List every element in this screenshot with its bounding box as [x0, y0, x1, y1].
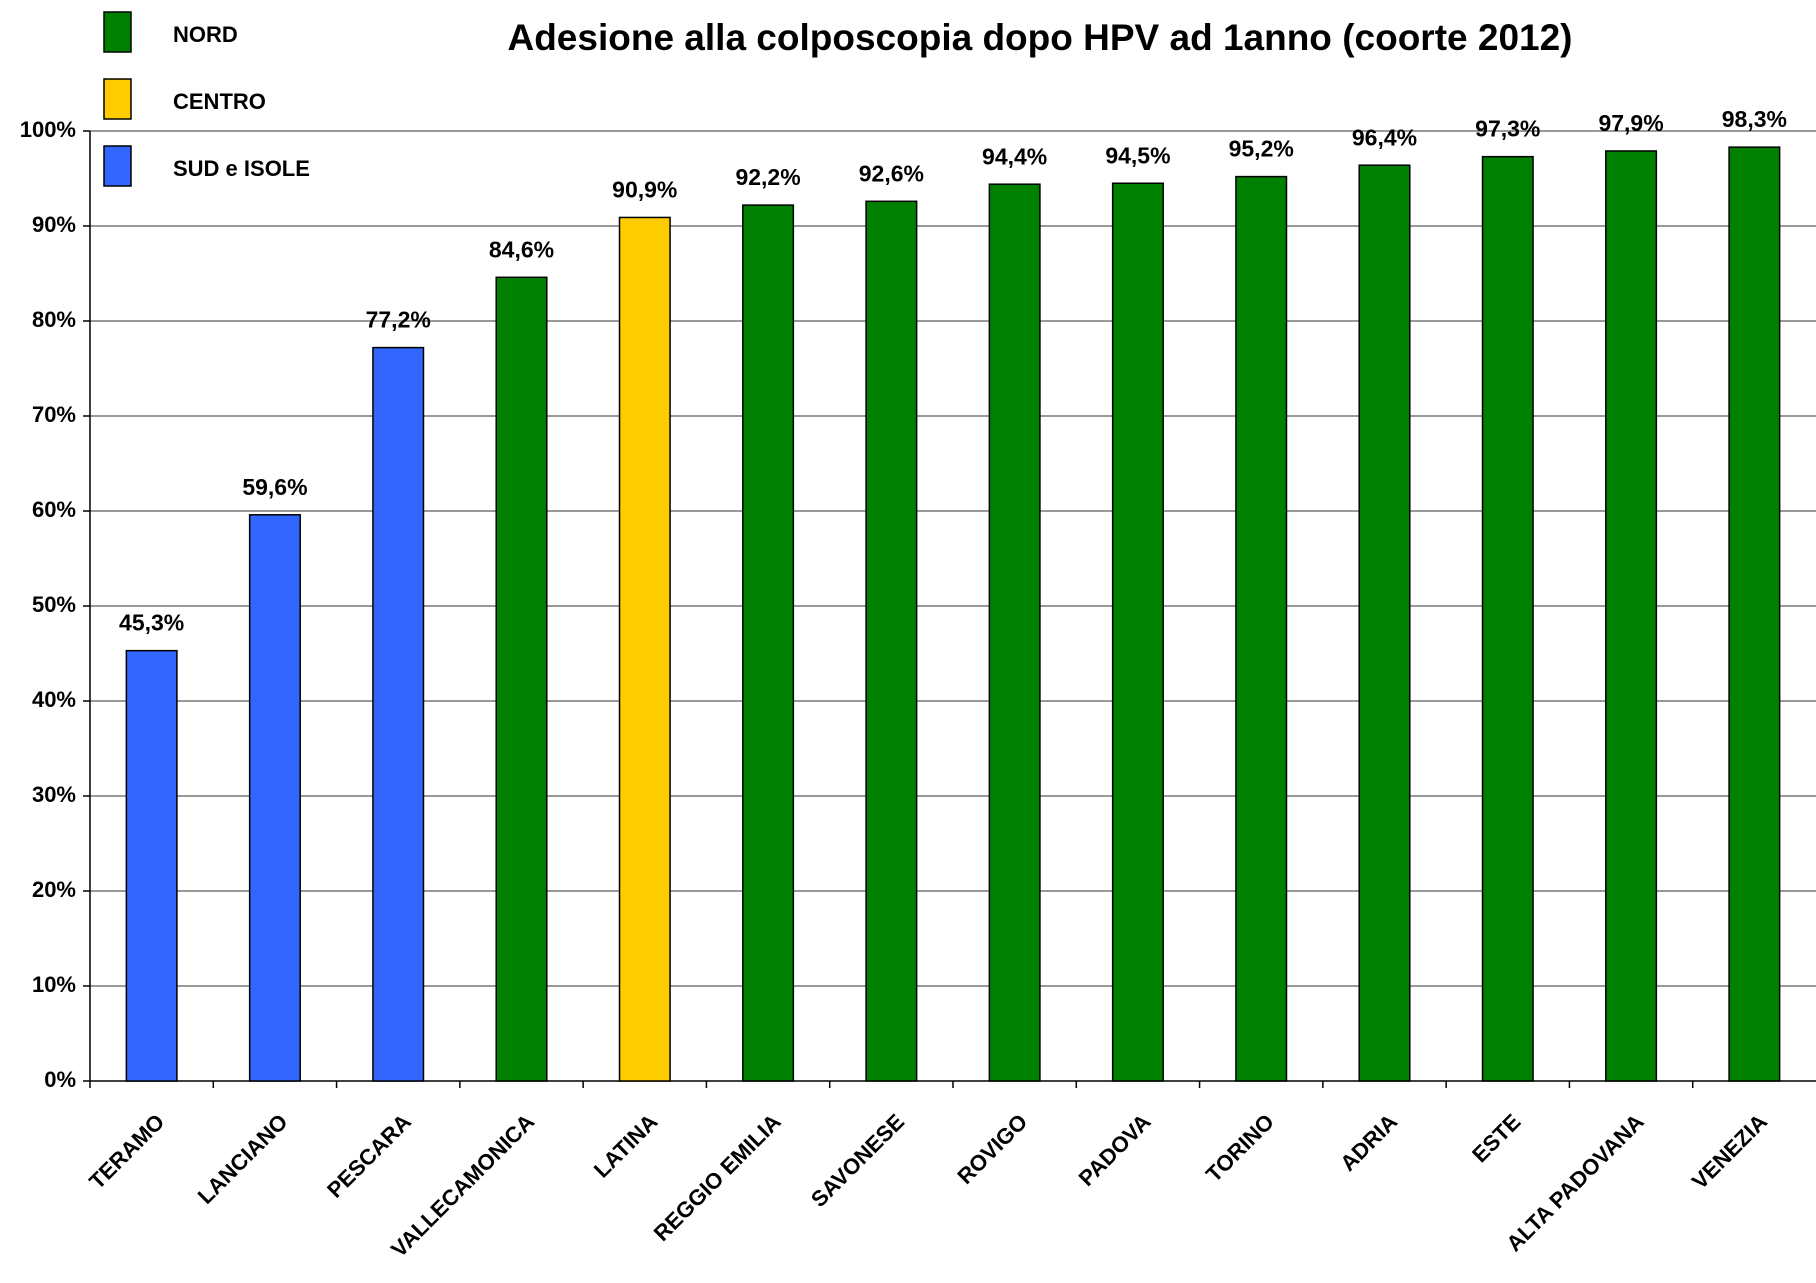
value-label: 59,6% [242, 474, 307, 500]
bar [865, 200, 918, 1082]
y-tick-label: 40% [32, 687, 76, 712]
y-tick-label: 70% [32, 402, 76, 427]
legend-label: NORD [173, 22, 238, 47]
value-label: 94,5% [1105, 142, 1170, 168]
bar [742, 204, 795, 1082]
bar [1481, 155, 1534, 1082]
value-label: 77,2% [366, 307, 431, 333]
legend-swatch [103, 78, 132, 120]
legend-label: CENTRO [173, 89, 266, 114]
x-tick-label: LATINA [589, 1109, 663, 1183]
bar [1358, 164, 1411, 1082]
value-label: 92,2% [735, 164, 800, 190]
y-tick-label: 50% [32, 592, 76, 617]
chart-title: Adesione alla colposcopia dopo HPV ad 1a… [507, 17, 1572, 58]
value-label: 45,3% [119, 610, 184, 636]
bar [1111, 182, 1164, 1082]
value-label: 97,9% [1598, 110, 1663, 136]
x-tick-label: PADOVA [1074, 1109, 1156, 1191]
x-tick-label: ESTE [1467, 1109, 1525, 1167]
bar [1728, 146, 1781, 1082]
legend-label: SUD e ISOLE [173, 156, 310, 181]
y-tick-label: 80% [32, 307, 76, 332]
y-tick-label: 90% [32, 212, 76, 237]
y-tick-label: 60% [32, 497, 76, 522]
x-tick-label: PESCARA [322, 1109, 416, 1203]
value-label: 96,4% [1352, 124, 1417, 150]
legend-swatch [103, 11, 132, 53]
y-tick-label: 20% [32, 877, 76, 902]
value-label: 97,3% [1475, 116, 1540, 142]
bar [125, 649, 178, 1082]
y-tick-label: 0% [44, 1067, 76, 1092]
x-tick-label: TERAMO [84, 1109, 169, 1194]
value-label: 92,6% [859, 160, 924, 186]
x-tick-label: TORINO [1201, 1109, 1279, 1187]
x-tick-label: LANCIANO [193, 1109, 293, 1209]
value-label: 94,4% [982, 143, 1047, 169]
bar [988, 183, 1041, 1082]
x-tick-label: ALTA PADOVANA [1501, 1109, 1648, 1256]
value-label: 98,3% [1722, 106, 1787, 132]
bar [1605, 150, 1658, 1082]
value-label: 90,9% [612, 177, 677, 203]
bar [618, 216, 671, 1082]
y-tick-label: 30% [32, 782, 76, 807]
legend-swatch [103, 145, 132, 187]
x-tick-label: ADRIA [1335, 1109, 1402, 1176]
y-tick-label: 100% [20, 117, 76, 142]
x-tick-label: REGGIO EMILIA [649, 1109, 786, 1246]
bar [248, 514, 301, 1082]
value-label: 84,6% [489, 236, 554, 262]
x-tick-label: ROVIGO [952, 1109, 1032, 1189]
value-label: 95,2% [1229, 136, 1294, 162]
x-tick-label: VENEZIA [1687, 1109, 1772, 1194]
x-tick-label: SAVONESE [806, 1109, 909, 1212]
bar [1235, 175, 1288, 1082]
y-tick-label: 10% [32, 972, 76, 997]
bar [495, 276, 548, 1082]
bar [372, 346, 425, 1082]
